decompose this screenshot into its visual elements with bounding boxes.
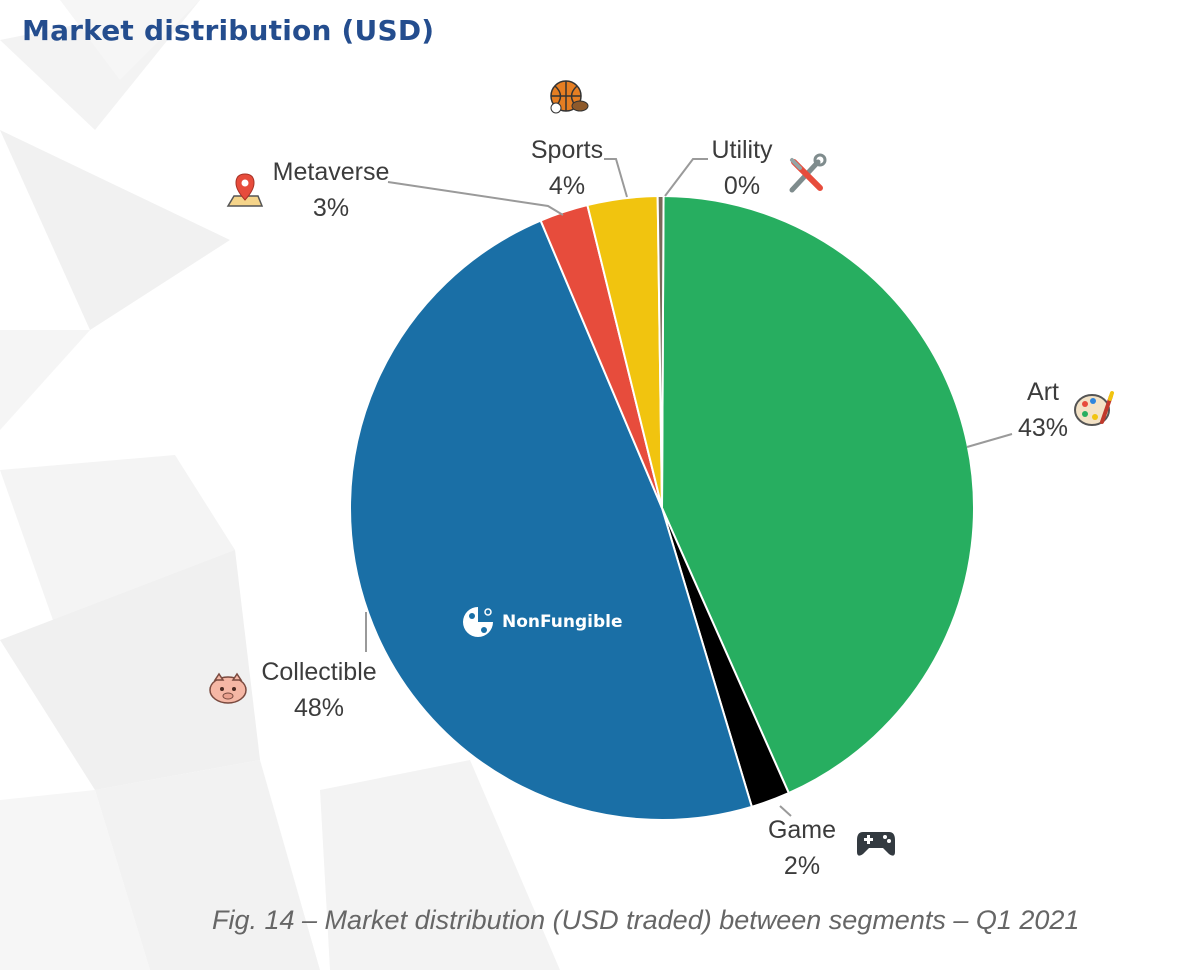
- palette-icon: [1074, 391, 1114, 426]
- tools-icon: [789, 153, 827, 193]
- slice-name-metaverse: Metaverse: [273, 158, 390, 186]
- figure-caption: Fig. 14 – Market distribution (USD trade…: [212, 905, 1080, 935]
- leader-utility: [664, 158, 708, 197]
- label-game: Game 2%: [768, 816, 836, 880]
- slice-name-collectible: Collectible: [261, 658, 376, 686]
- pie-slice-art: [660, 194, 975, 795]
- brand-text: NonFungible: [502, 612, 623, 632]
- slice-name-utility: Utility: [711, 136, 773, 164]
- label-collectible: Collectible 48%: [261, 658, 376, 722]
- slice-value-game: 2%: [784, 852, 820, 880]
- map-pin-icon: [226, 173, 264, 207]
- slice-name-sports: Sports: [531, 136, 603, 164]
- gamepad-icon: [857, 832, 895, 856]
- label-utility: Utility 0%: [711, 136, 773, 200]
- leader-metaverse: [387, 181, 564, 216]
- slice-value-collectible: 48%: [294, 694, 344, 722]
- label-art: Art 43%: [1018, 378, 1068, 442]
- slice-value-art: 43%: [1018, 414, 1068, 442]
- label-sports: Sports 4%: [531, 136, 603, 200]
- label-metaverse: Metaverse 3%: [273, 158, 390, 222]
- slice-value-utility: 0%: [724, 172, 760, 200]
- leader-game: [779, 805, 792, 817]
- leader-art: [966, 433, 1013, 448]
- slice-value-metaverse: 3%: [313, 194, 349, 222]
- piggy-icon: [209, 672, 247, 704]
- pie-slices: [348, 194, 975, 821]
- pie-slice-collectible: [348, 219, 754, 821]
- page-title: Market distribution (USD): [22, 14, 435, 47]
- leader-sports: [604, 158, 628, 198]
- nonfungible-logo-icon: [463, 607, 493, 637]
- slice-name-game: Game: [768, 816, 836, 844]
- pie-slice-utility: [656, 194, 665, 509]
- nonfungible-watermark: NonFungible: [462, 606, 623, 638]
- sports-ball-icon: [550, 80, 589, 114]
- slice-value-sports: 4%: [549, 172, 585, 200]
- slice-name-art: Art: [1027, 378, 1059, 406]
